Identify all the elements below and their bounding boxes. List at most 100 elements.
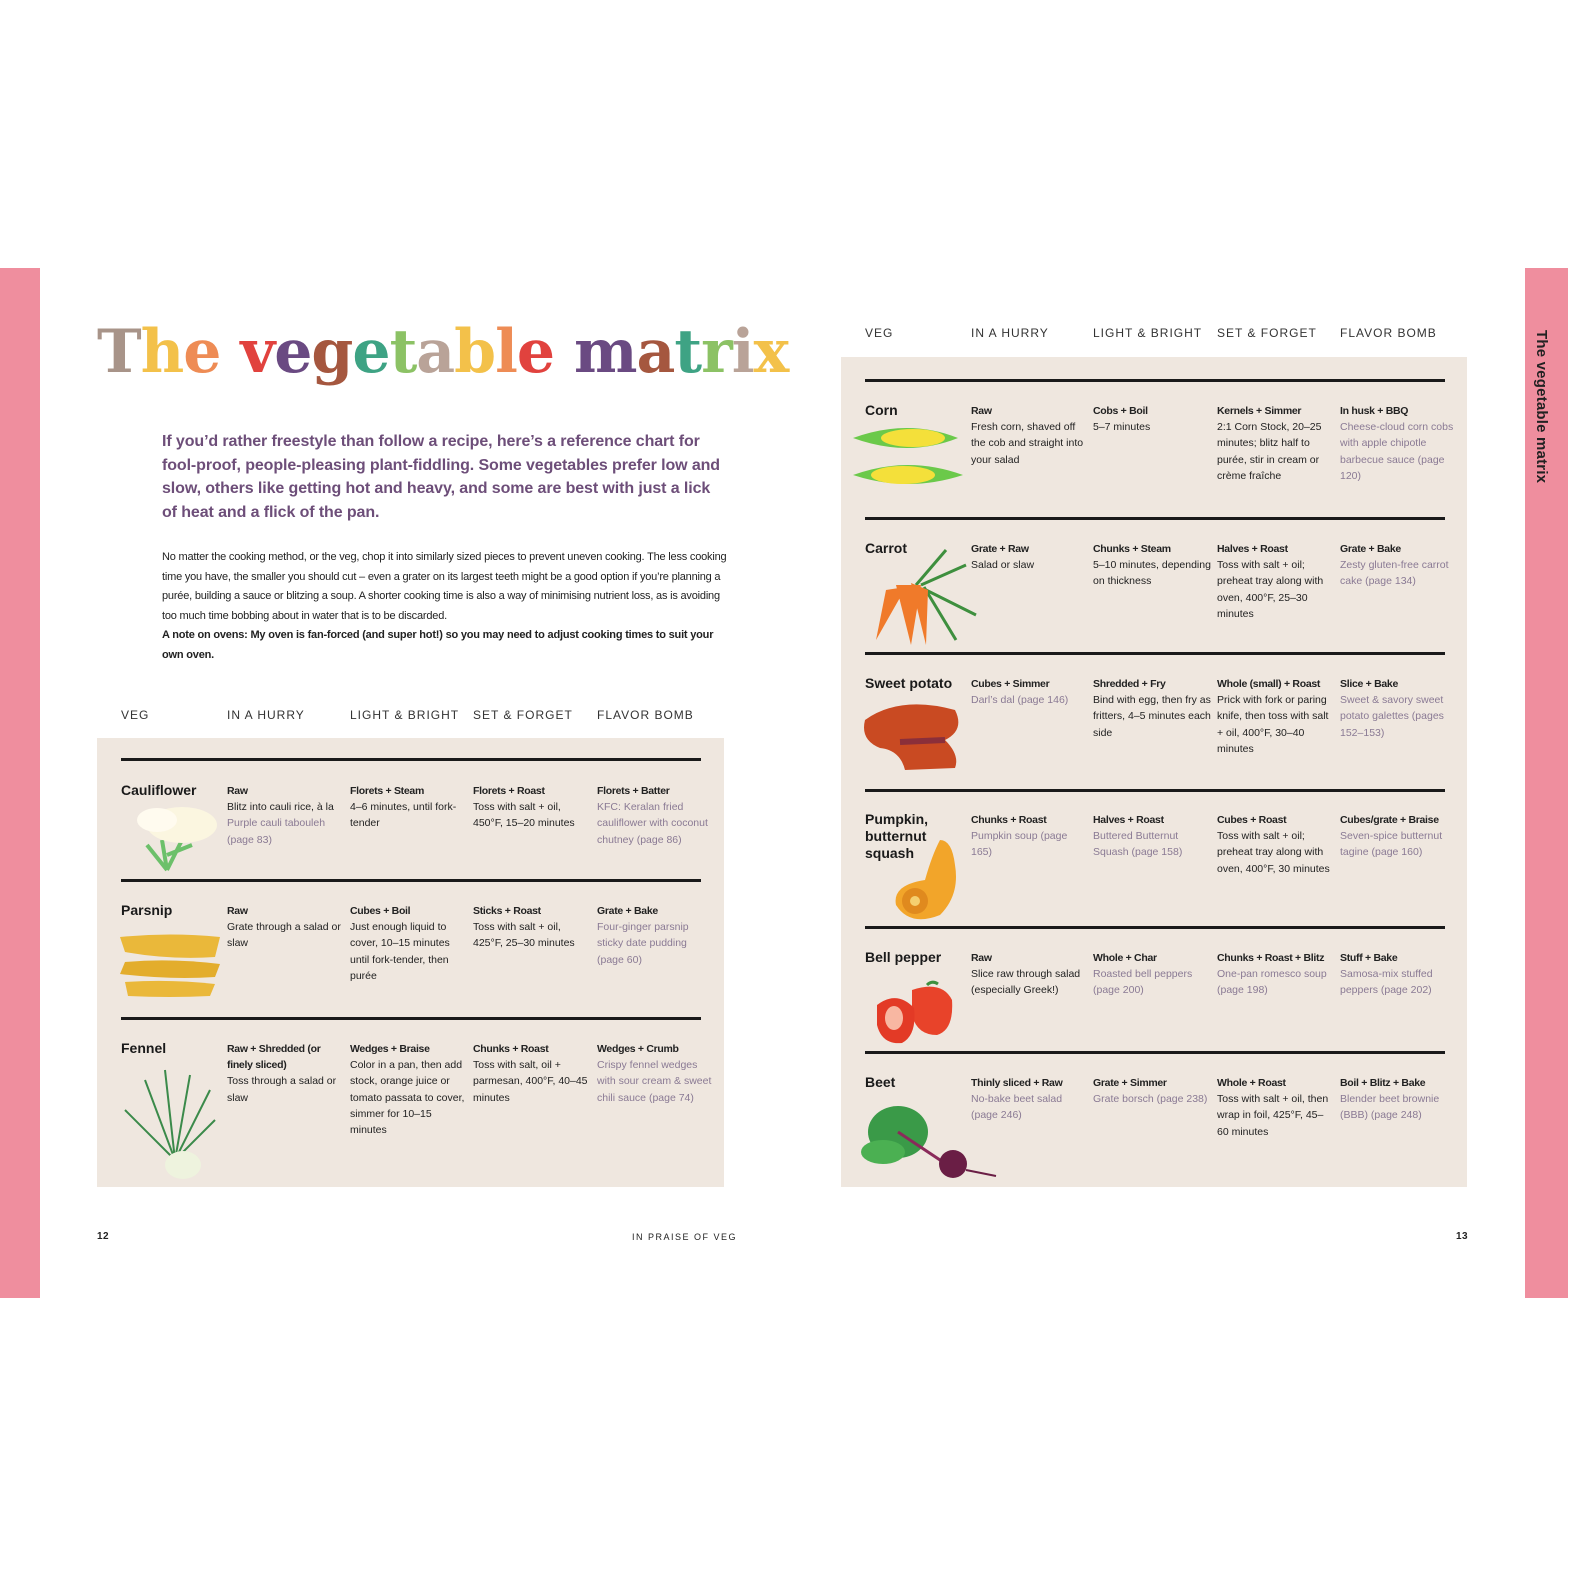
- matrix-cell: Thinly sliced + Raw No-bake beet salad (p…: [971, 1075, 1089, 1124]
- recipe-reference[interactable]: Zesty gluten-free carrot cake (page 134): [1340, 559, 1449, 588]
- recipe-reference[interactable]: Buttered Butternut Squash (page 158): [1093, 830, 1183, 859]
- recipe-reference[interactable]: Crispy fennel wedges with sour cream & s…: [597, 1059, 712, 1104]
- intro-paragraph: If you’d rather freestyle than follow a …: [162, 433, 720, 521]
- cell-text: Toss with salt + oil, 450°F, 15–20 minut…: [473, 801, 575, 830]
- title-letter: [554, 317, 574, 387]
- recipe-reference[interactable]: Samosa-mix stuffed peppers (page 202): [1340, 968, 1433, 997]
- recipe-reference[interactable]: Grate borsch (page 238): [1093, 1093, 1208, 1106]
- cell-method: Cubes + Simmer: [971, 678, 1050, 690]
- cell-text: Slice raw through salad (especially Gree…: [971, 968, 1081, 997]
- title-letter: v: [240, 317, 275, 387]
- matrix-cell: Boil + Blitz + Bake Blender beet brownie …: [1340, 1075, 1458, 1124]
- row-divider: [865, 517, 1445, 520]
- cell-text: 2:1 Corn Stock, 20–25 minutes; blitz hal…: [1217, 421, 1322, 482]
- column-header: IN A HURRY: [971, 326, 1049, 340]
- recipe-reference[interactable]: Cheese-cloud corn cobs with apple chipot…: [1340, 421, 1454, 482]
- title-letter: [220, 317, 240, 387]
- corn-illustration: [853, 428, 963, 484]
- cell-text: Bind with egg, then fry as fritters, 4–5…: [1093, 694, 1211, 739]
- recipe-reference[interactable]: Roasted bell peppers (page 200): [1093, 968, 1193, 997]
- veg-name: Bell pepper: [865, 949, 942, 965]
- cell-method: Wedges + Braise: [350, 1043, 430, 1055]
- cell-method: Thinly sliced + Raw: [971, 1077, 1063, 1089]
- fennel-illustration: [124, 1069, 216, 1179]
- matrix-cell: Slice + Bake Sweet & savory sweet potato …: [1340, 676, 1458, 741]
- beet-illustration: [861, 1106, 997, 1178]
- cell-text: Toss with salt + oil; preheat tray along…: [1217, 559, 1324, 620]
- matrix-cell: Cubes + Boil Just enough liquid to cover,…: [350, 903, 468, 984]
- cell-method: Halves + Roast: [1093, 814, 1164, 826]
- matrix-cell: Raw Grate through a salad or slaw: [227, 903, 345, 952]
- matrix-cell: Chunks + Roast + Blitz One-pan romesco so…: [1217, 950, 1335, 999]
- matrix-cell: Whole (small) + Roast Prick with fork or …: [1217, 676, 1335, 757]
- cell-method: Raw: [971, 952, 992, 964]
- veg-name: Pumpkin, butternut squash: [865, 811, 929, 861]
- cell-text: Fresh corn, shaved off the cob and strai…: [971, 421, 1084, 466]
- carrot-illustration: [876, 549, 977, 645]
- recipe-reference[interactable]: Pumpkin soup (page 165): [971, 830, 1068, 859]
- body-text: No matter the cooking method, or the veg…: [162, 548, 732, 665]
- recipe-reference[interactable]: Sweet & savory sweet potato galettes (pa…: [1340, 694, 1444, 739]
- column-header: SET & FORGET: [473, 708, 573, 722]
- matrix-cell: Shredded + Fry Bind with egg, then fry as…: [1093, 676, 1211, 741]
- row-divider: [865, 652, 1445, 655]
- column-header: LIGHT & BRIGHT: [350, 708, 460, 722]
- recipe-reference[interactable]: Seven-spice butternut tagine (page 160): [1340, 830, 1443, 859]
- cell-method: Florets + Steam: [350, 785, 424, 797]
- column-header: FLAVOR BOMB: [597, 708, 694, 722]
- title-letter: e: [352, 317, 390, 387]
- cell-method: Cubes + Boil: [350, 905, 411, 917]
- cell-method: Chunks + Roast: [971, 814, 1047, 826]
- title-letter: x: [753, 317, 790, 387]
- matrix-cell: Stuff + Bake Samosa-mix stuffed peppers (…: [1340, 950, 1458, 999]
- cell-method: Florets + Batter: [597, 785, 670, 797]
- title-letter: a: [636, 317, 676, 387]
- cell-text: Toss with salt, oil + parmesan, 400°F, 4…: [473, 1059, 588, 1104]
- recipe-reference[interactable]: No-bake beet salad (page 246): [971, 1093, 1063, 1122]
- cell-text: Toss with salt + oil; preheat tray along…: [1217, 830, 1330, 875]
- veg-name: Carrot: [865, 540, 908, 556]
- left-page-edge-tab: [0, 268, 40, 1298]
- matrix-cell: Raw Fresh corn, shaved off the cob and st…: [971, 403, 1089, 468]
- cell-text: Toss through a salad or slaw: [227, 1075, 337, 1104]
- recipe-reference[interactable]: Purple cauli tabouleh (page 83): [227, 817, 326, 846]
- cell-method: Shredded + Fry: [1093, 678, 1166, 690]
- matrix-cell: Whole + Roast Toss with salt + oil, then …: [1217, 1075, 1335, 1140]
- matrix-cell: Grate + Raw Salad or slaw: [971, 541, 1089, 573]
- page-number-left: 12: [97, 1231, 110, 1242]
- cell-text: Toss with salt + oil, then wrap in foil,…: [1217, 1093, 1329, 1138]
- cell-method: Raw: [227, 785, 248, 797]
- title-letter: g: [311, 317, 353, 387]
- matrix-cell: Kernels + Simmer 2:1 Corn Stock, 20–25 mi…: [1217, 403, 1335, 484]
- matrix-cell: Florets + Steam 4–6 minutes, until fork-t…: [350, 783, 468, 832]
- matrix-cell: In husk + BBQ Cheese-cloud corn cobs with…: [1340, 403, 1458, 484]
- cauliflower-illustration: [137, 807, 217, 872]
- row-divider: [865, 926, 1445, 929]
- row-divider: [865, 1051, 1445, 1054]
- veg-name: Parsnip: [121, 902, 173, 918]
- cell-text: 5–7 minutes: [1093, 421, 1151, 434]
- recipe-reference[interactable]: KFC: Keralan fried cauliflower with coco…: [597, 801, 708, 846]
- cell-text: Blitz into cauli rice, à la: [227, 801, 334, 814]
- recipe-reference[interactable]: Four-ginger parsnip sticky date pudding …: [597, 921, 689, 966]
- cell-text: Color in a pan, then add stock, orange j…: [350, 1059, 465, 1137]
- cell-method: Grate + Simmer: [1093, 1077, 1167, 1089]
- oven-note: A note on ovens: My oven is fan-forced (…: [162, 629, 714, 661]
- title-letter: m: [574, 317, 637, 387]
- matrix-cell: Halves + Roast Buttered Butternut Squash …: [1093, 812, 1211, 861]
- row-divider: [121, 879, 701, 882]
- title-letter: T: [97, 317, 142, 387]
- matrix-cell: Sticks + Roast Toss with salt + oil, 425°…: [473, 903, 591, 952]
- title-letter: a: [416, 317, 455, 387]
- matrix-cell: Halves + Roast Toss with salt + oil; preh…: [1217, 541, 1335, 622]
- title-letter: e: [183, 317, 221, 387]
- recipe-reference[interactable]: Blender beet brownie (BBB) (page 248): [1340, 1093, 1440, 1122]
- cell-text: Prick with fork or paring knife, then to…: [1217, 694, 1329, 755]
- recipe-reference[interactable]: Darl’s dal (page 146): [971, 694, 1069, 707]
- recipe-reference[interactable]: One-pan romesco soup (page 198): [1217, 968, 1327, 997]
- page-title: The vegetable matrix: [97, 312, 790, 392]
- matrix-cell: Raw + Shredded (or finely sliced) Toss th…: [227, 1041, 345, 1106]
- cell-method: Sticks + Roast: [473, 905, 541, 917]
- cell-text: 5–10 minutes, depending on thickness: [1093, 559, 1211, 588]
- column-header: LIGHT & BRIGHT: [1093, 326, 1203, 340]
